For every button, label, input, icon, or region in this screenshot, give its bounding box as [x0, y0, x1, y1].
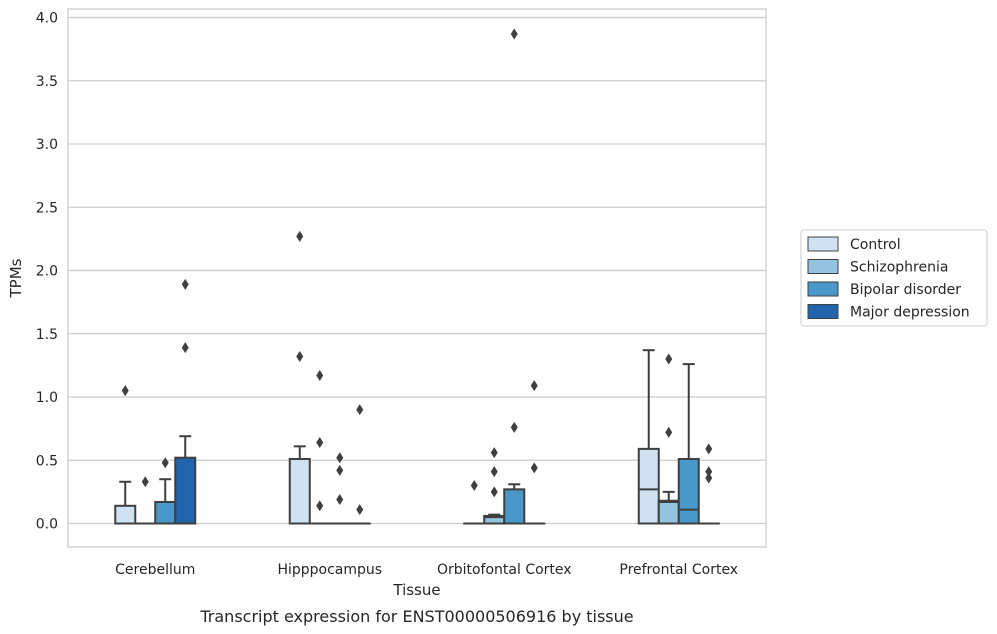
box-3-3 — [697, 443, 720, 525]
box-0-3 — [174, 278, 197, 525]
legend-frame — [800, 229, 988, 327]
outlier-point — [705, 466, 713, 478]
box-1-0 — [288, 230, 311, 525]
outlier-point — [665, 426, 673, 438]
box-rect — [288, 457, 311, 525]
y-tick-label: 0.0 — [36, 517, 58, 533]
box-rect — [677, 457, 700, 525]
box-rect — [503, 488, 526, 525]
chart-caption: Transcript expression for ENST0000050691… — [199, 607, 633, 626]
box-0-0 — [114, 385, 137, 525]
legend-swatch — [807, 236, 839, 252]
y-axis-label: TPMs — [7, 258, 25, 298]
outlier-point — [296, 351, 304, 363]
box-0-2 — [154, 457, 177, 525]
outlier-point — [316, 437, 324, 449]
box-3-0 — [637, 349, 660, 525]
box-2-2 — [503, 28, 526, 525]
legend: Control Schizophrenia Bipolar disorder Majo… — [800, 229, 988, 327]
outlier-point — [490, 447, 498, 459]
box-2-3 — [523, 380, 546, 525]
outlier-point — [161, 457, 169, 469]
outlier-point — [181, 278, 189, 290]
x-tick-label: Prefrontal Cortex — [619, 562, 738, 578]
legend-label: Schizophrenia — [850, 260, 948, 276]
legend-swatch — [807, 304, 839, 319]
y-tick-label: 1.0 — [36, 390, 58, 406]
y-tick-label: 3.0 — [36, 137, 58, 153]
boxes-layer — [114, 28, 720, 525]
outlier-point — [356, 504, 364, 516]
outlier-point — [336, 452, 344, 464]
box-rect — [174, 456, 197, 525]
y-tick-label: 2.5 — [36, 200, 58, 216]
outlier-point — [530, 462, 538, 474]
outlier-point — [510, 421, 518, 433]
legend-label: Control — [850, 237, 901, 253]
box-rect — [154, 500, 177, 525]
legend-swatch — [807, 259, 839, 274]
y-tick-label: 4.0 — [36, 11, 58, 27]
outlier-point — [181, 342, 189, 354]
legend-label: Bipolar disorder — [850, 282, 961, 298]
outlier-point — [356, 404, 364, 416]
outlier-point — [141, 476, 149, 488]
outlier-point — [510, 28, 518, 40]
plot-area — [67, 8, 767, 548]
box-1-3 — [348, 404, 371, 525]
x-tick-label: Hipppocampus — [277, 562, 382, 578]
x-axis-label: Tissue — [392, 581, 440, 599]
box-1-2 — [328, 452, 351, 525]
outlier-point — [490, 466, 498, 478]
box-1-1 — [308, 369, 331, 525]
y-tick-labels: 0.0 0.5 1.0 1.5 2.0 2.5 3.0 3.5 4.0 — [36, 11, 58, 533]
x-tick-labels: Cerebellum Hipppocampus Orbitofontal Corte… — [115, 562, 738, 578]
outlier-point — [530, 380, 538, 392]
y-tick-label: 2.0 — [36, 264, 58, 280]
legend-swatch — [807, 281, 839, 297]
legend-label: Major depression — [850, 305, 970, 321]
box-rect — [637, 447, 660, 525]
outlier-point — [316, 369, 324, 381]
outlier-point — [316, 500, 324, 512]
outlier-point — [336, 464, 344, 476]
box-3-1 — [657, 353, 680, 525]
box-2-1 — [483, 447, 506, 525]
outlier-point — [296, 230, 304, 242]
outlier-point — [121, 385, 129, 397]
box-rect — [114, 504, 137, 525]
box-3-2 — [677, 363, 700, 525]
outlier-point — [470, 480, 478, 492]
outlier-point — [665, 353, 673, 365]
y-tick-label: 1.5 — [36, 327, 58, 343]
y-tick-label: 3.5 — [36, 74, 58, 90]
x-tick-label: Cerebellum — [115, 562, 195, 578]
outlier-point — [705, 472, 713, 484]
outlier-point — [336, 493, 344, 505]
outlier-point — [490, 486, 498, 498]
box-rect — [657, 499, 680, 525]
x-tick-label: Orbitofontal Cortex — [437, 562, 572, 578]
outlier-point — [705, 443, 713, 455]
y-tick-label: 0.5 — [36, 453, 58, 469]
